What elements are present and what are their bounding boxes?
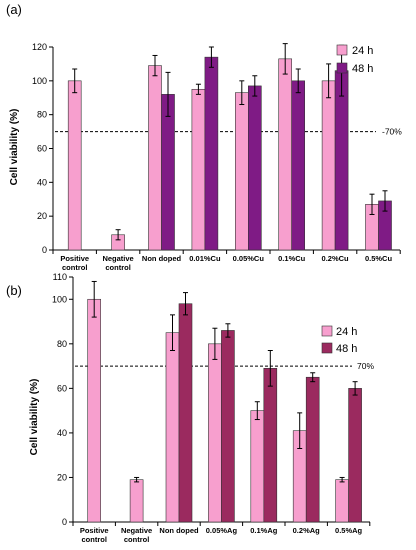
panel-b-label: (b) <box>6 283 22 298</box>
panel-a-bar-48h <box>204 56 219 251</box>
panel-a-bar-48h <box>248 85 262 251</box>
panel-b-category-label: 0.1%Ag <box>250 526 278 535</box>
panel-b-bar-48h <box>305 376 320 523</box>
panel-a-category-label: 0.01%Cu <box>189 254 221 263</box>
panel-a-category-label: 0.1%Cu <box>278 254 306 263</box>
panel-a-bar-24h <box>191 88 206 251</box>
panel-b-y-tick-label: 100 <box>52 294 67 304</box>
panel-a-y-tick-label: 80 <box>37 110 47 120</box>
panel-a-y-tick-label: 100 <box>32 76 47 86</box>
panel-b-bar-48h <box>178 303 193 523</box>
panel-b-bar-24h <box>250 410 265 523</box>
panel-b-category-label: 0.2%Ag <box>293 526 321 535</box>
panel-b-category-label: Positive control <box>80 526 109 544</box>
panel-b-y-tick-label: 60 <box>57 383 67 393</box>
panel-b-legend: 24 h 48 h <box>321 325 357 355</box>
panel-a-y-tick-label: 60 <box>37 144 47 154</box>
panel-b-bar-24h <box>165 332 180 523</box>
panel-b-category-label: Non doped <box>159 526 199 535</box>
panel-a-bar-48h <box>291 80 306 251</box>
panel-a-bar-24h <box>321 80 336 251</box>
panel-b-bar-24h <box>87 298 101 523</box>
panel-a-bar-24h <box>278 58 293 251</box>
panel-b-bar-24h <box>129 479 144 523</box>
panel-b-bar-48h <box>263 368 278 523</box>
panel-a-bar-24h <box>148 65 162 251</box>
panel-b-y-tick-label: 40 <box>57 428 67 438</box>
panel-b-legend-swatch-24h <box>321 325 333 337</box>
panel-a-reference-line-label: -70% <box>382 127 402 137</box>
panel-a-y-tick-label: 20 <box>37 211 47 221</box>
panel-a-y-tick-label: 0 <box>42 245 47 255</box>
panel-a-category-label: Negative control <box>102 254 133 272</box>
panel-a-category-label: 0.5%Cu <box>365 254 393 263</box>
panel-b-bar-48h <box>348 388 362 523</box>
panel-b-y-tick-label: 110 <box>53 272 67 282</box>
panel-a-bar-24h <box>67 80 82 251</box>
panel-b-bar-48h <box>221 330 235 523</box>
panel-b-y-tick-label: 20 <box>57 472 67 482</box>
panel-b-bar-24h <box>208 343 222 523</box>
panel-a-category-label: 0.05%Cu <box>233 254 265 263</box>
panel-b-bar-24h <box>335 479 349 523</box>
panel-b-y-axis-label: Cell viability (%) <box>29 379 40 456</box>
panel-a-legend-label-48h: 48 h <box>352 63 373 75</box>
panel-a-y-axis-label: Cell viability (%) <box>9 109 20 186</box>
panel-a-category-label: Non doped <box>142 254 182 263</box>
panel-b-y-tick-label: 80 <box>57 339 67 349</box>
panel-b-legend-label-24h: 24 h <box>336 326 357 338</box>
panel-a-bar-48h <box>334 70 349 251</box>
panel-b-legend-swatch-48h <box>321 342 333 354</box>
panel-b-category-label: 0.05%Ag <box>206 526 238 535</box>
panel-a-bar-48h <box>161 94 175 251</box>
chart-panel-a: (a) Cell viability (%) 0 20 40 60 80 100 120 -7… <box>6 2 402 272</box>
panel-b-legend-label-48h: 48 h <box>336 343 357 355</box>
panel-a-bar-24h <box>235 92 249 251</box>
panel-a-y-tick-label: 120 <box>32 42 47 52</box>
chart-panel-b: (b) Cell viability (%) 0 20 40 60 80 100 110 70… <box>6 272 374 544</box>
panel-b-y-tick-label: 0 <box>62 517 67 527</box>
panel-a-legend-swatch-24h <box>336 44 348 56</box>
panel-a-legend-swatch-48h <box>336 62 348 74</box>
panel-a-y-tick-label: 40 <box>37 177 47 187</box>
panel-b-category-label: 0.5%Ag <box>335 526 363 535</box>
panel-a-category-label: 0.2%Cu <box>322 254 350 263</box>
panel-a-category-label: Positive control <box>60 254 89 272</box>
panel-a-legend-label-24h: 24 h <box>352 45 373 57</box>
panel-b-category-label: Negative control <box>121 526 152 544</box>
panel-a-label: (a) <box>6 2 22 17</box>
panel-a-legend: 24 h 48 h <box>336 44 373 75</box>
panel-b-reference-line-label: 70% <box>357 361 374 371</box>
